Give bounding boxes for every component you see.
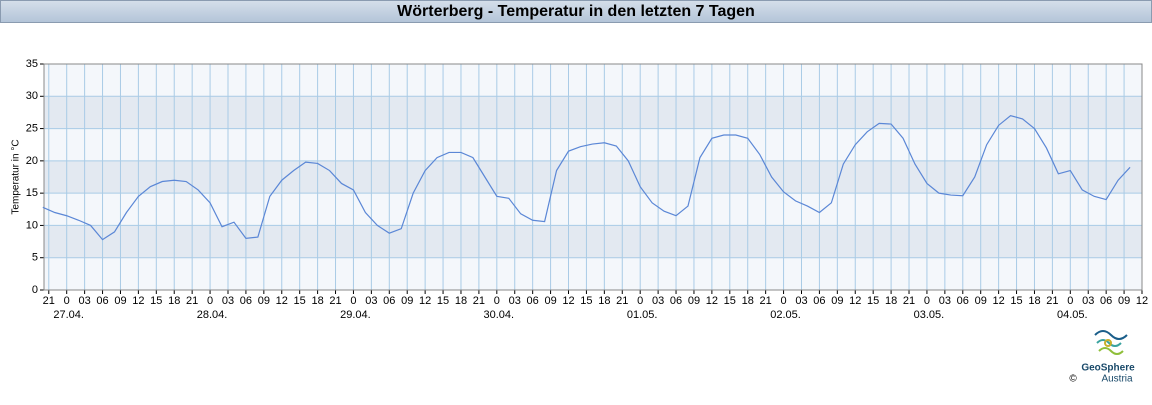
x-tick-label: 09 <box>831 295 843 307</box>
x-tick-label: 21 <box>1046 295 1058 307</box>
x-tick-label: 15 <box>437 295 449 307</box>
x-tick-label: 18 <box>1028 295 1040 307</box>
x-tick-label: 06 <box>383 295 395 307</box>
date-label: 27.04. <box>53 309 84 321</box>
x-tick-label: 09 <box>1118 295 1130 307</box>
chart-title: Wörterberg - Temperatur in den letzten 7… <box>397 3 755 20</box>
x-tick-label: 12 <box>993 295 1005 307</box>
y-tick-label: 5 <box>32 252 38 264</box>
x-tick-label: 21 <box>329 295 341 307</box>
band <box>44 257 1142 290</box>
x-tick-label: 12 <box>849 295 861 307</box>
y-tick-label: 15 <box>26 187 38 199</box>
plot-border <box>43 63 1143 291</box>
x-tick-label: 03 <box>795 295 807 307</box>
x-tick-label: 0 <box>781 295 787 307</box>
x-tick-label: 03 <box>509 295 521 307</box>
logo-country: Austria <box>1101 374 1133 385</box>
x-tick-label: 09 <box>975 295 987 307</box>
x-tick-label: 12 <box>562 295 574 307</box>
date-label: 30.04. <box>484 309 515 321</box>
x-tick-label: 0 <box>924 295 930 307</box>
x-tick-label: 06 <box>813 295 825 307</box>
band <box>44 128 1142 161</box>
x-tick-label: 21 <box>473 295 485 307</box>
band <box>44 64 1142 97</box>
x-tick-label: 18 <box>168 295 180 307</box>
x-tick-label: 03 <box>78 295 90 307</box>
y-tick-label: 35 <box>26 58 38 70</box>
y-tick-label: 25 <box>26 122 38 134</box>
x-tick-label: 12 <box>1136 295 1148 307</box>
x-tick-label: 15 <box>294 295 306 307</box>
x-tick-label: 21 <box>43 295 55 307</box>
band <box>44 225 1142 258</box>
x-tick-label: 06 <box>957 295 969 307</box>
x-tick-label: 15 <box>724 295 736 307</box>
x-tick-label: 12 <box>132 295 144 307</box>
x-tick-label: 21 <box>616 295 628 307</box>
x-tick-label: 09 <box>258 295 270 307</box>
logo-name: GeoSphere <box>1081 363 1135 374</box>
x-tick-label: 0 <box>207 295 213 307</box>
y-axis-label: Temperatur in °C <box>11 139 22 214</box>
x-tick-label: 06 <box>527 295 539 307</box>
x-tick-label: 12 <box>276 295 288 307</box>
date-label: 01.05. <box>627 309 658 321</box>
x-tick-label: 0 <box>1067 295 1073 307</box>
x-tick-label: 21 <box>186 295 198 307</box>
date-label: 04.05. <box>1057 309 1088 321</box>
logo-copyright: © <box>1069 374 1077 385</box>
x-tick-label: 03 <box>652 295 664 307</box>
x-tick-label: 09 <box>544 295 556 307</box>
x-tick-label: 0 <box>637 295 643 307</box>
y-tick-label: 30 <box>26 90 38 102</box>
x-tick-label: 0 <box>64 295 70 307</box>
x-tick-label: 06 <box>670 295 682 307</box>
x-tick-label: 18 <box>885 295 897 307</box>
x-tick-label: 09 <box>114 295 126 307</box>
x-tick-label: 03 <box>1082 295 1094 307</box>
x-tick-label: 18 <box>598 295 610 307</box>
x-tick-label: 12 <box>419 295 431 307</box>
x-tick-label: 18 <box>742 295 754 307</box>
y-tick-label: 10 <box>26 219 38 231</box>
x-tick-label: 21 <box>903 295 915 307</box>
y-tick-label: 0 <box>32 284 38 296</box>
x-tick-label: 18 <box>455 295 467 307</box>
x-tick-label: 15 <box>580 295 592 307</box>
y-tick-label: 20 <box>26 155 38 167</box>
x-tick-label: 21 <box>760 295 772 307</box>
x-tick-label: 06 <box>1100 295 1112 307</box>
plot-area: 21 0 03 06 09 12 15 18 21 0 03 06 09 12 15 18 21 0 03 06 09 1… <box>26 58 1148 321</box>
band <box>44 193 1142 226</box>
x-tick-label: 03 <box>939 295 951 307</box>
band <box>44 160 1142 194</box>
x-tick-label: 0 <box>494 295 500 307</box>
x-tick-label: 03 <box>222 295 234 307</box>
x-tick-label: 18 <box>311 295 323 307</box>
band <box>44 96 1142 129</box>
x-tick-label: 09 <box>688 295 700 307</box>
logo-icon <box>1094 330 1128 355</box>
x-tick-label: 0 <box>350 295 356 307</box>
x-tick-label: 06 <box>96 295 108 307</box>
date-label: 02.05. <box>770 309 801 321</box>
date-label: 29.04. <box>340 309 371 321</box>
x-tick-label: 15 <box>150 295 162 307</box>
x-tick-label: 09 <box>401 295 413 307</box>
x-tick-label: 15 <box>1010 295 1022 307</box>
x-tick-label: 03 <box>365 295 377 307</box>
temperature-line <box>42 115 1131 241</box>
x-tick-label: 12 <box>706 295 718 307</box>
date-label: 03.05. <box>914 309 945 321</box>
x-tick-label: 06 <box>240 295 252 307</box>
x-tick-label: 15 <box>867 295 879 307</box>
logo: GeoSphere © Austria <box>1069 330 1135 385</box>
date-label: 28.04. <box>197 309 228 321</box>
